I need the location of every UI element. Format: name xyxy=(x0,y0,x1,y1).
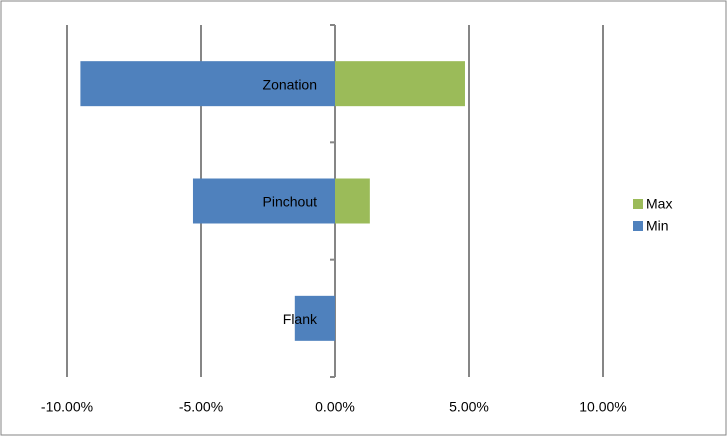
bar xyxy=(335,178,370,224)
bar xyxy=(294,295,335,341)
category-label: Pinchout xyxy=(263,194,318,210)
x-tick-label: 0.00% xyxy=(315,399,355,415)
legend-label: Max xyxy=(646,196,672,212)
category-label: Zonation xyxy=(263,76,317,92)
bar xyxy=(80,61,336,107)
legend-swatch xyxy=(633,221,643,231)
legend-swatch xyxy=(633,199,643,209)
bar xyxy=(192,178,335,224)
category-label: Flank xyxy=(283,311,318,327)
x-tick-label: 10.00% xyxy=(579,399,626,415)
bar xyxy=(335,61,465,107)
x-tick-label: -5.00% xyxy=(179,399,223,415)
x-tick-label: 5.00% xyxy=(449,399,489,415)
legend-label: Min xyxy=(646,218,669,234)
x-tick-label: -10.00% xyxy=(41,399,93,415)
